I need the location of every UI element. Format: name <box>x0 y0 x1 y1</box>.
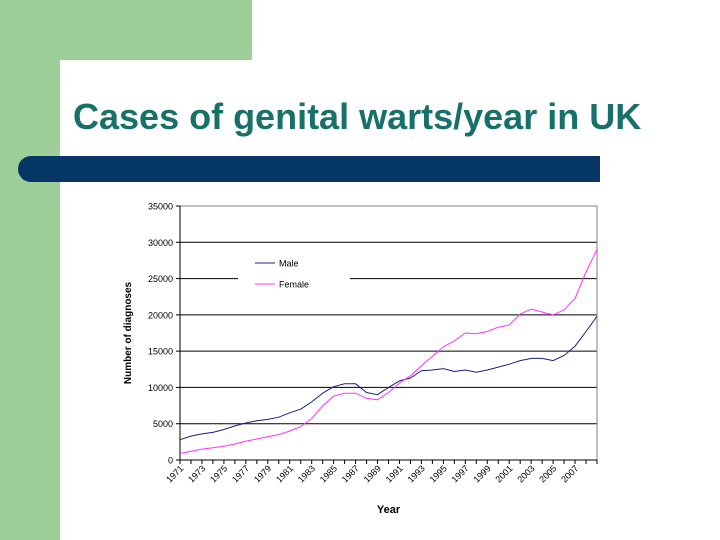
gridlines <box>180 205 597 425</box>
x-tick-label: 1987 <box>340 463 361 484</box>
x-axis: 1971 1973 1975 1977 1979 1981 1983 1985 1987 1989… <box>164 459 598 485</box>
y-axis: 0 5000 10000 15000 20000 25000 30000 35000 <box>148 202 181 466</box>
x-tick-label: 1973 <box>186 463 207 484</box>
y-axis-label: Number of diagnoses <box>123 281 134 384</box>
corner-band <box>60 0 252 60</box>
x-tick-label: 2003 <box>515 463 536 484</box>
y-tick-label: 0 <box>168 456 173 466</box>
x-tick-label: 1999 <box>471 463 492 484</box>
y-tick-label: 15000 <box>148 347 173 357</box>
x-tick-label: 1977 <box>230 463 251 484</box>
y-tick-label: 30000 <box>148 238 173 248</box>
x-tick-label: 1971 <box>164 463 185 484</box>
plot-area <box>179 205 598 461</box>
x-tick-label: 2001 <box>493 463 514 484</box>
y-tick-label: 10000 <box>148 383 173 393</box>
slide-title: Cases of genital warts/year in UK <box>73 96 642 137</box>
x-tick-label: 2007 <box>559 463 580 484</box>
x-tick-label: 1985 <box>318 463 339 484</box>
title-underline-bar <box>18 156 600 182</box>
y-tick-label: 20000 <box>148 310 173 320</box>
x-tick-label: 1995 <box>428 463 449 484</box>
legend-label-female: Female <box>279 280 309 290</box>
legend: Male Female <box>238 254 350 294</box>
x-tick-label: 1997 <box>449 463 470 484</box>
x-tick-label: 1991 <box>384 463 405 484</box>
x-tick-label: 1993 <box>406 463 427 484</box>
x-tick-label: 1979 <box>252 463 273 484</box>
y-tick-label: 25000 <box>148 274 173 284</box>
series-lines <box>179 249 598 454</box>
y-tick-label: 35000 <box>148 202 173 212</box>
x-tick-label: 1975 <box>208 463 229 484</box>
x-tick-label: 1981 <box>274 463 295 484</box>
x-tick-label: 1989 <box>362 463 383 484</box>
x-tick-label: 1983 <box>296 463 317 484</box>
y-tick-label: 5000 <box>153 419 173 429</box>
legend-background <box>238 254 350 294</box>
series-line-female <box>179 249 598 454</box>
x-axis-label: Year <box>377 504 401 516</box>
legend-label-male: Male <box>279 259 299 269</box>
sidebar-band <box>0 0 60 540</box>
series-line-male <box>179 316 598 441</box>
x-tick-label: 2005 <box>537 463 558 484</box>
